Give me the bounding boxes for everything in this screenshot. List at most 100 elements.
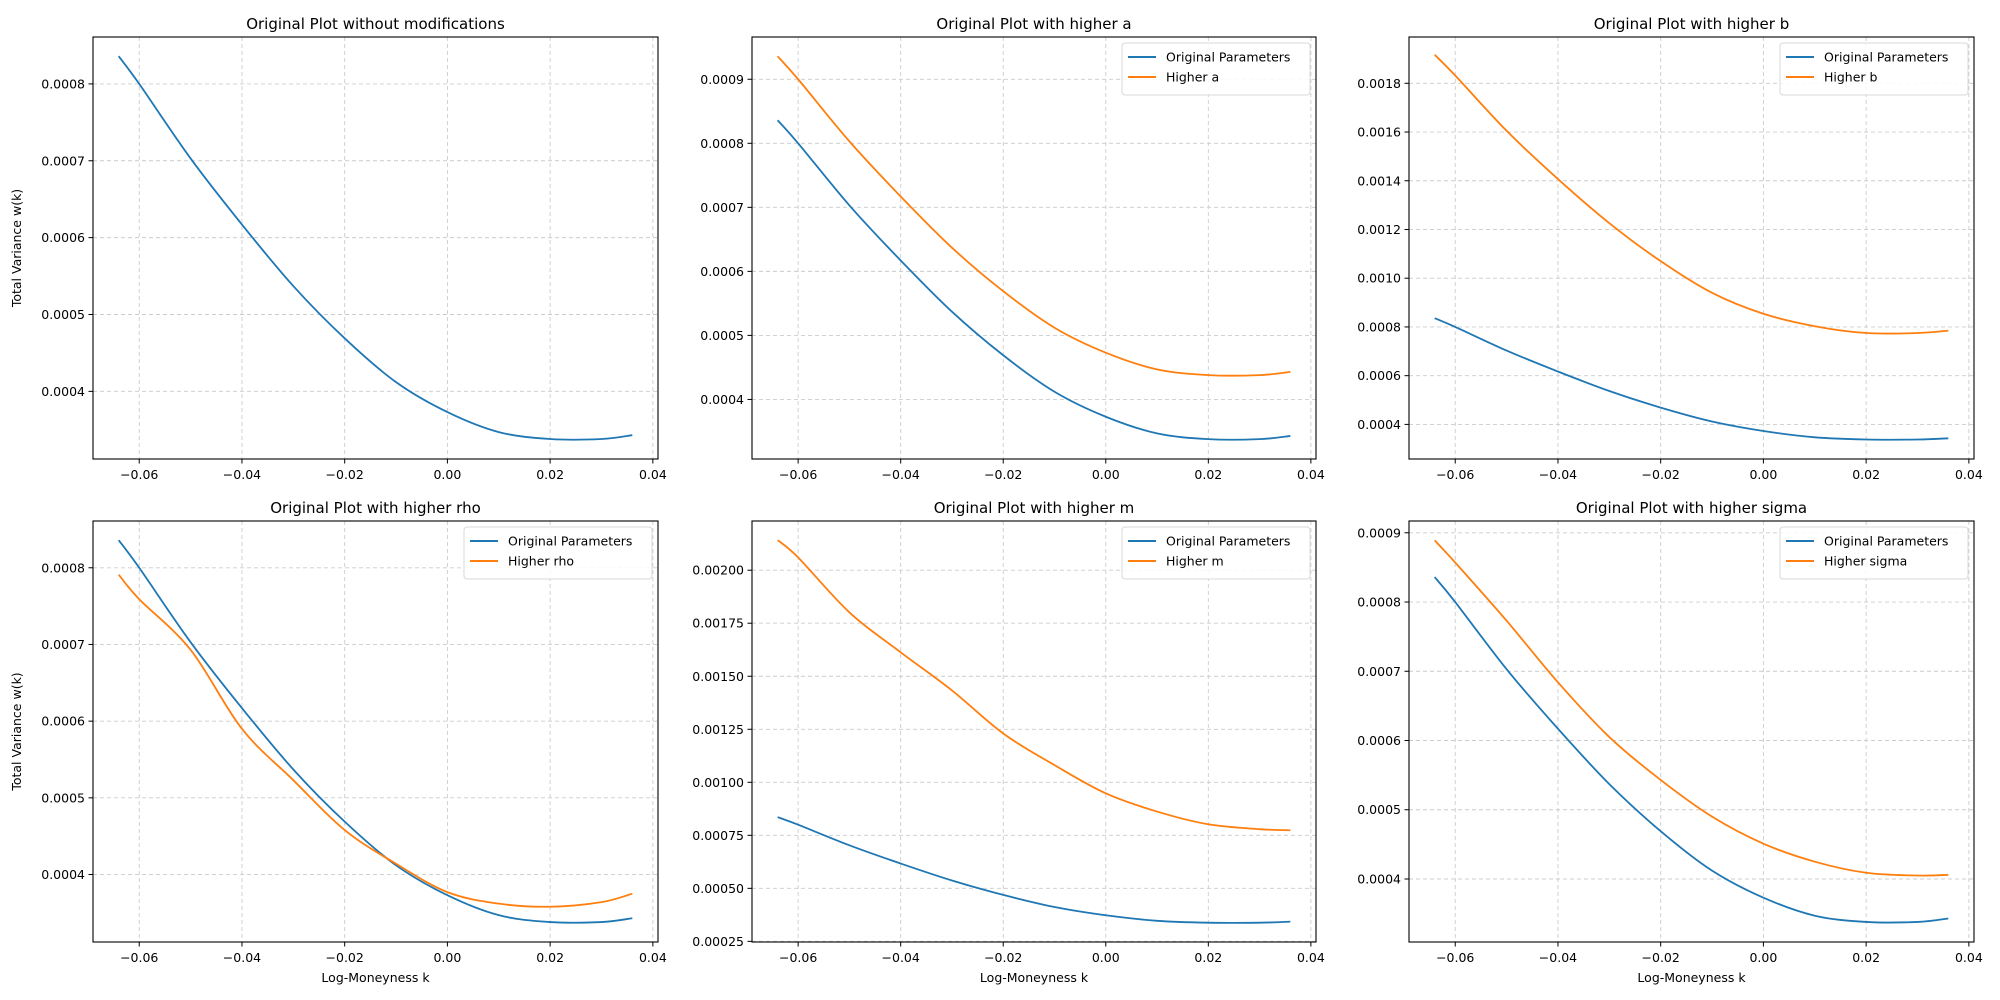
y-tick-label: 0.0004: [1357, 417, 1401, 432]
subplot-1: −0.06 −0.04 −0.02 0.00 0.02 0.04 0.0004 0.0005 0…: [9, 15, 667, 482]
y-tick-label: 0.0005: [1357, 802, 1401, 817]
y-tick-label: 0.0006: [1357, 368, 1401, 383]
x-tick-label: 0.02: [1194, 467, 1222, 482]
legend-box: [1121, 526, 1311, 580]
y-tick-label: 0.0007: [700, 200, 744, 215]
legend-label: Original Parameters: [1824, 534, 1948, 549]
legend-label: Higher a: [1166, 70, 1219, 85]
axes-frame: [1408, 520, 1975, 943]
subplot-3: −0.06 −0.04 −0.02 0.00 0.02 0.04 0.0004 0.0006 0…: [1357, 15, 1983, 482]
y-tick-label: 0.00075: [692, 828, 744, 843]
x-tick-label: −0.02: [326, 467, 364, 482]
subplot-title: Original Plot with higher sigma: [1576, 499, 1807, 517]
series-line-higher-sigma: [1434, 539, 1949, 877]
y-tick-label: 0.00100: [692, 775, 744, 790]
legend-label: Original Parameters: [1824, 50, 1948, 65]
y-tick-label: 0.0016: [1357, 125, 1401, 140]
x-tick-label: 0.00: [1092, 467, 1120, 482]
subplot-title: Original Plot with higher b: [1594, 15, 1789, 33]
y-tick-label: 0.0008: [700, 136, 744, 151]
y-tick-label: 0.0007: [41, 637, 85, 652]
x-tick-label: −0.04: [1539, 467, 1577, 482]
x-tick-label: 0.04: [639, 950, 667, 965]
x-tick-label: 0.04: [1955, 467, 1983, 482]
subplot-2: −0.06 −0.04 −0.02 0.00 0.02 0.04 0.0004 0.0005 0…: [700, 15, 1325, 482]
x-tick-label: −0.02: [1642, 467, 1680, 482]
y-tick-label: 0.0004: [1357, 871, 1401, 886]
axes-frame: [92, 520, 659, 943]
y-tick-label: 0.0008: [41, 76, 85, 91]
x-axis-label: Log-Moneyness k: [1637, 970, 1746, 985]
y-axis-label: Total Variance w(k): [9, 189, 24, 308]
y-tick-label: 0.0014: [1357, 173, 1401, 188]
legend: Original Parameters Higher b: [1779, 42, 1969, 96]
x-tick-label: −0.04: [1539, 950, 1577, 965]
y-tick-label: 0.0004: [41, 867, 85, 882]
legend-box: [1121, 42, 1311, 96]
x-tick-label: 0.04: [1297, 950, 1325, 965]
x-tick-label: −0.02: [984, 467, 1022, 482]
x-axis-label: Log-Moneyness k: [321, 970, 430, 985]
y-tick-label: 0.00050: [692, 881, 744, 896]
y-tick-label: 0.0008: [1357, 595, 1401, 610]
y-tick-label: 0.00175: [692, 616, 744, 631]
x-tick-label: 0.02: [1194, 950, 1222, 965]
x-tick-label: 0.02: [1852, 467, 1880, 482]
legend-label: Original Parameters: [1166, 534, 1290, 549]
x-tick-label: 0.02: [1852, 950, 1880, 965]
series-line-higher-b: [1434, 54, 1949, 335]
subplot-6: −0.06 −0.04 −0.02 0.00 0.02 0.04 0.0004 0.0005 0…: [1357, 499, 1983, 985]
x-tick-label: −0.02: [326, 950, 364, 965]
x-tick-label: 0.00: [433, 467, 461, 482]
x-tick-label: 0.00: [1092, 950, 1120, 965]
y-tick-label: 0.00150: [692, 669, 744, 684]
x-tick-label: −0.02: [1642, 950, 1680, 965]
x-tick-label: 0.02: [536, 950, 564, 965]
subplot-title: Original Plot with higher a: [936, 15, 1131, 33]
x-tick-label: −0.04: [223, 950, 261, 965]
x-tick-label: 0.00: [1749, 467, 1777, 482]
y-tick-label: 0.0008: [1357, 319, 1401, 334]
legend: Original Parameters Higher a: [1121, 42, 1311, 96]
x-tick-label: 0.00: [433, 950, 461, 965]
subplot-title: Original Plot with higher m: [934, 499, 1135, 517]
subplot-title: Original Plot with higher rho: [270, 499, 481, 517]
x-tick-label: −0.04: [223, 467, 261, 482]
axes-frame: [751, 520, 1317, 943]
series-line-original-parameters: [776, 119, 1291, 441]
x-tick-label: 0.04: [1297, 467, 1325, 482]
series-line-original-parameters: [1434, 317, 1949, 441]
legend-label: Original Parameters: [508, 534, 632, 549]
x-axis-label: Log-Moneyness k: [980, 970, 1089, 985]
x-tick-label: −0.06: [120, 950, 158, 965]
x-tick-label: −0.06: [779, 950, 817, 965]
x-tick-label: 0.02: [536, 467, 564, 482]
y-tick-label: 0.00200: [692, 563, 744, 578]
y-tick-label: 0.0006: [41, 230, 85, 245]
axes-frame: [751, 36, 1317, 460]
y-tick-label: 0.0018: [1357, 76, 1401, 91]
y-tick-label: 0.0004: [41, 384, 85, 399]
y-tick-label: 0.0009: [700, 72, 744, 87]
legend-box: [463, 526, 653, 580]
series-line-higher-m: [777, 539, 1291, 832]
y-tick-label: 0.0009: [1357, 525, 1401, 540]
legend-label: Higher b: [1824, 70, 1878, 85]
y-tick-label: 0.0004: [700, 392, 744, 407]
axes-frame: [92, 36, 659, 460]
subplot-title: Original Plot without modifications: [246, 15, 505, 33]
x-tick-label: 0.00: [1749, 950, 1777, 965]
y-tick-label: 0.0005: [700, 328, 744, 343]
subplot-4: −0.06 −0.04 −0.02 0.00 0.02 0.04 0.0004 0.0005 0…: [9, 499, 667, 985]
series-line-original-parameters: [777, 816, 1291, 924]
y-tick-label: 0.0007: [1357, 664, 1401, 679]
y-tick-label: 0.0005: [41, 790, 85, 805]
legend-box: [1779, 42, 1969, 96]
y-tick-label: 0.0005: [41, 307, 85, 322]
x-tick-label: 0.04: [1955, 950, 1983, 965]
legend-box: [1779, 526, 1969, 580]
legend-label: Original Parameters: [1166, 50, 1290, 65]
series-line-higher-a: [776, 55, 1291, 377]
legend-label: Higher sigma: [1824, 554, 1907, 569]
